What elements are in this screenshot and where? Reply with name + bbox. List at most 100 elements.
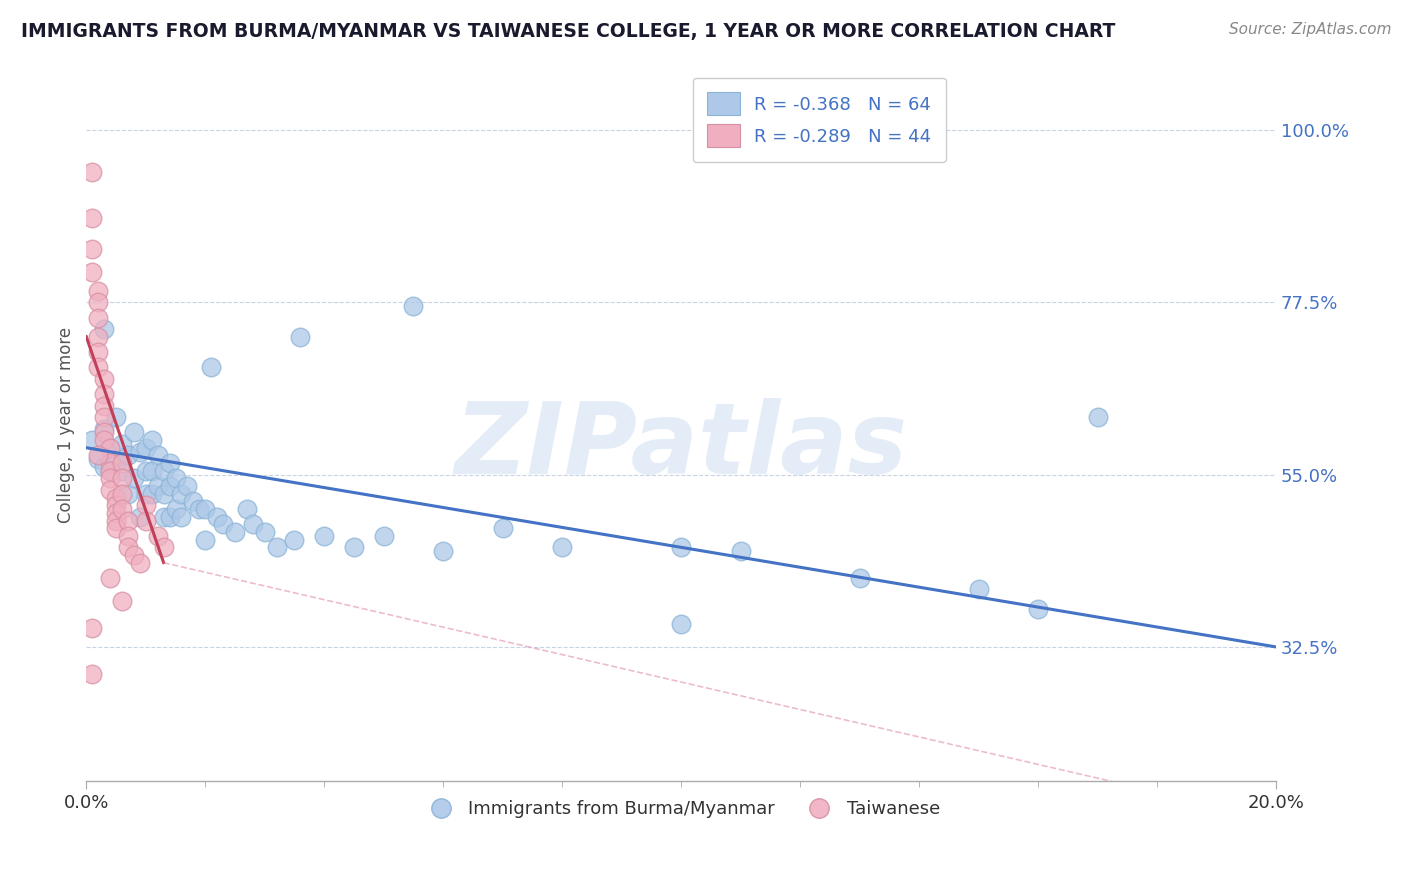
Text: ZIPatlas: ZIPatlas <box>454 398 908 495</box>
Point <box>87 284 110 298</box>
Point <box>183 494 205 508</box>
Point <box>98 441 121 455</box>
Point <box>283 533 305 547</box>
Point <box>170 509 193 524</box>
Point <box>87 295 110 310</box>
Point <box>111 594 134 608</box>
Point <box>141 464 163 478</box>
Point <box>82 211 104 225</box>
Point <box>236 502 259 516</box>
Point <box>205 509 228 524</box>
Point <box>152 509 174 524</box>
Point <box>432 544 454 558</box>
Point <box>82 264 104 278</box>
Point <box>105 456 128 470</box>
Point <box>669 541 692 555</box>
Point <box>105 410 128 425</box>
Point <box>967 582 990 597</box>
Point <box>373 529 395 543</box>
Point <box>176 479 198 493</box>
Point <box>82 165 104 179</box>
Point <box>146 479 169 493</box>
Point <box>82 433 104 447</box>
Point <box>93 387 115 401</box>
Point <box>669 616 692 631</box>
Point <box>343 541 366 555</box>
Y-axis label: College, 1 year or more: College, 1 year or more <box>58 326 75 523</box>
Point <box>146 449 169 463</box>
Point <box>128 556 150 570</box>
Point <box>111 437 134 451</box>
Point <box>266 541 288 555</box>
Point <box>82 666 104 681</box>
Point <box>87 449 110 463</box>
Point <box>212 517 235 532</box>
Text: Source: ZipAtlas.com: Source: ZipAtlas.com <box>1229 22 1392 37</box>
Point <box>152 541 174 555</box>
Point <box>194 502 217 516</box>
Point <box>290 329 312 343</box>
Point <box>152 486 174 500</box>
Point <box>98 571 121 585</box>
Point <box>98 471 121 485</box>
Point <box>105 506 128 520</box>
Point <box>135 464 157 478</box>
Point <box>93 399 115 413</box>
Point <box>93 410 115 425</box>
Point <box>128 444 150 458</box>
Point <box>87 310 110 325</box>
Point <box>159 456 181 470</box>
Point <box>98 441 121 455</box>
Point <box>82 621 104 635</box>
Point <box>135 441 157 455</box>
Point <box>105 491 128 505</box>
Point <box>93 459 115 474</box>
Point <box>82 242 104 256</box>
Point <box>93 421 115 435</box>
Point <box>159 479 181 493</box>
Point <box>117 514 139 528</box>
Point <box>1026 601 1049 615</box>
Point <box>141 433 163 447</box>
Point <box>87 360 110 375</box>
Point <box>165 502 187 516</box>
Point <box>200 360 222 375</box>
Point <box>111 464 134 478</box>
Point <box>551 541 574 555</box>
Point <box>141 486 163 500</box>
Point <box>93 372 115 386</box>
Point <box>122 425 145 440</box>
Point <box>93 433 115 447</box>
Point <box>188 502 211 516</box>
Point <box>492 521 515 535</box>
Point <box>165 471 187 485</box>
Point <box>117 529 139 543</box>
Point <box>93 425 115 440</box>
Point <box>98 464 121 478</box>
Legend: Immigrants from Burma/Myanmar, Taiwanese: Immigrants from Burma/Myanmar, Taiwanese <box>415 793 948 825</box>
Point <box>111 502 134 516</box>
Point <box>170 486 193 500</box>
Text: IMMIGRANTS FROM BURMA/MYANMAR VS TAIWANESE COLLEGE, 1 YEAR OR MORE CORRELATION C: IMMIGRANTS FROM BURMA/MYANMAR VS TAIWANE… <box>21 22 1115 41</box>
Point <box>159 509 181 524</box>
Point <box>98 483 121 497</box>
Point <box>242 517 264 532</box>
Point <box>253 524 276 539</box>
Point <box>111 486 134 500</box>
Point <box>146 529 169 543</box>
Point <box>128 509 150 524</box>
Point <box>98 456 121 470</box>
Point <box>848 571 870 585</box>
Point <box>117 541 139 555</box>
Point <box>135 498 157 512</box>
Point <box>402 299 425 313</box>
Point <box>105 521 128 535</box>
Point <box>87 452 110 467</box>
Point <box>105 514 128 528</box>
Point <box>122 471 145 485</box>
Point <box>194 533 217 547</box>
Point <box>135 486 157 500</box>
Point <box>135 514 157 528</box>
Point <box>152 464 174 478</box>
Point <box>105 498 128 512</box>
